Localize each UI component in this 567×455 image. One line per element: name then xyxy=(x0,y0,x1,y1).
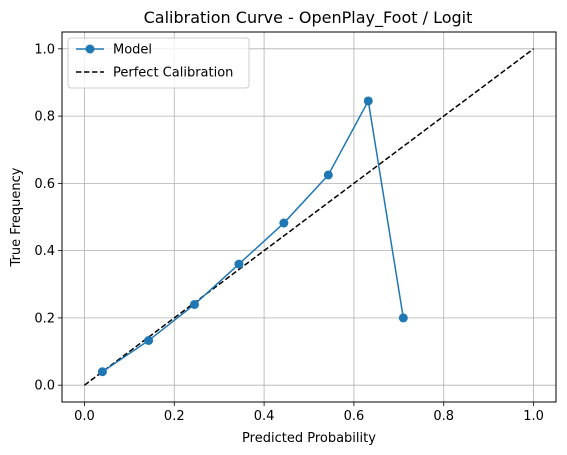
model-data-point xyxy=(97,367,107,377)
model-data-point xyxy=(189,299,199,309)
x-tick-label: 0.2 xyxy=(164,409,185,424)
model-series-line xyxy=(101,100,405,373)
model-data-point xyxy=(234,259,244,269)
y-tick-label: 0.0 xyxy=(34,379,55,394)
x-axis-label: Predicted Probability xyxy=(242,431,376,446)
y-tick-label: 0.6 xyxy=(34,177,55,192)
legend-box xyxy=(67,37,250,89)
x-tick-label: 0.6 xyxy=(344,409,365,424)
x-tick-label: 0.4 xyxy=(254,409,275,424)
model-data-point xyxy=(363,96,373,106)
series xyxy=(84,48,534,386)
x-tick-label: 0.8 xyxy=(433,409,454,424)
plot-frame xyxy=(61,31,557,403)
perfect-calibration-line xyxy=(84,48,534,386)
model-data-point xyxy=(144,335,154,345)
model-data-point xyxy=(398,313,408,323)
legend-model-label: Model xyxy=(113,43,152,58)
legend-perfect-label: Perfect Calibration xyxy=(113,66,233,81)
y-axis-label: True Frequency xyxy=(9,167,24,267)
model-data-point xyxy=(323,170,333,180)
y-tick-label: 0.2 xyxy=(34,311,55,326)
legend: Model Perfect Calibration xyxy=(67,37,250,89)
y-tick-label: 1.0 xyxy=(34,42,55,57)
y-tick-label: 0.4 xyxy=(34,244,55,259)
chart-title: Calibration Curve - OpenPlay_Foot / Logi… xyxy=(144,8,473,28)
ticks: 0.0 0.2 0.4 0.6 0.8 1.0 0.0 0.2 0.4 0.6 0.8 1.0 xyxy=(34,42,544,424)
model-data-point xyxy=(279,218,289,228)
x-tick-label: 0.0 xyxy=(74,409,95,424)
legend-model-marker xyxy=(85,44,95,54)
x-tick-label: 1.0 xyxy=(523,409,544,424)
y-tick-label: 0.8 xyxy=(34,110,55,125)
grid xyxy=(62,32,556,402)
